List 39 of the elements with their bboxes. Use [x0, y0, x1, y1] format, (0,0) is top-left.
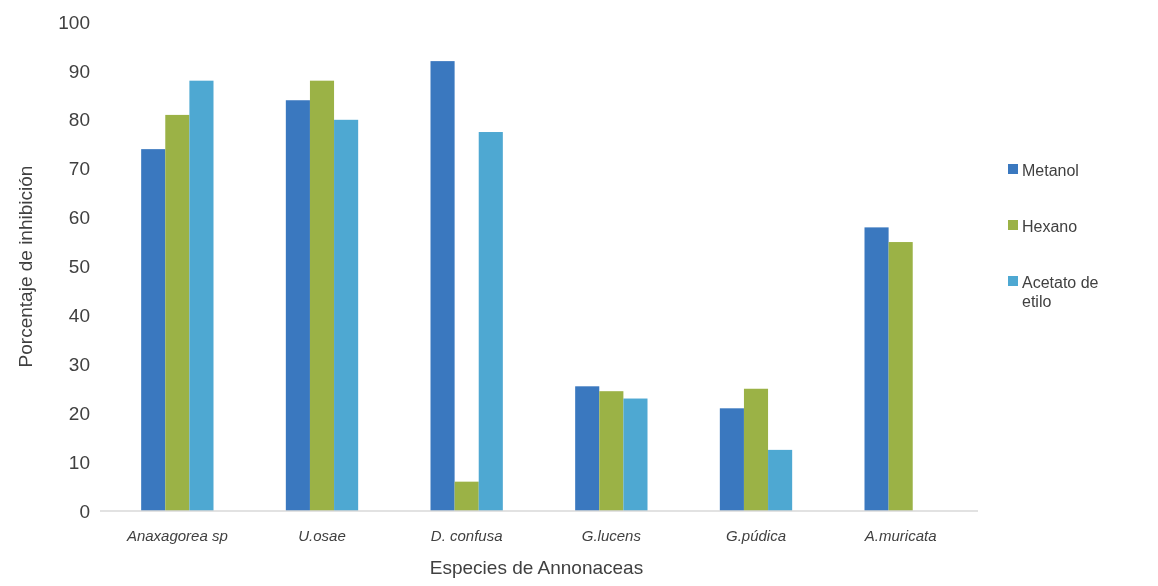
bar — [454, 481, 479, 511]
y-tick-label: 10 — [68, 451, 90, 473]
x-tick-label: G.lucens — [581, 527, 642, 544]
bar — [623, 398, 648, 511]
x-tick-label: U.osae — [298, 527, 346, 544]
y-tick-label: 40 — [68, 305, 90, 327]
bar — [478, 132, 503, 511]
legend-label: Hexano — [1022, 217, 1078, 235]
legend-label: Metanol — [1022, 161, 1079, 179]
bar — [719, 408, 744, 511]
bar — [309, 80, 335, 511]
y-tick-label: 90 — [68, 60, 90, 82]
bar — [768, 449, 793, 511]
x-tick-label: D. confusa — [430, 527, 503, 544]
legend-label: Acetato de etilo — [1022, 273, 1099, 310]
bar — [430, 61, 455, 511]
y-tick-label: 20 — [68, 402, 90, 424]
x-tick-label: A.muricata — [863, 527, 937, 544]
bar — [141, 149, 166, 511]
x-tick-label: G.púdica — [725, 527, 787, 544]
y-tick-label: 100 — [58, 11, 90, 33]
y-tick-label: 0 — [79, 500, 90, 522]
bar — [334, 119, 359, 511]
y-tick-label: 30 — [68, 353, 90, 375]
bar — [285, 100, 310, 511]
y-tick-label: 60 — [68, 207, 90, 229]
y-tick-label: 50 — [68, 256, 90, 278]
y-tick-label: 70 — [68, 158, 90, 180]
bar — [575, 386, 600, 511]
bar — [888, 242, 913, 511]
y-tick-label: 80 — [68, 109, 90, 131]
bar — [599, 391, 624, 511]
x-axis-title: Especies de Annonaceas — [429, 557, 644, 578]
bar — [189, 80, 214, 511]
bar — [165, 114, 190, 511]
y-axis-title: Porcentaje de inhibición — [15, 165, 36, 368]
bar — [743, 388, 769, 511]
x-tick-label: Anaxagorea sp — [125, 527, 228, 544]
bar — [864, 227, 889, 511]
